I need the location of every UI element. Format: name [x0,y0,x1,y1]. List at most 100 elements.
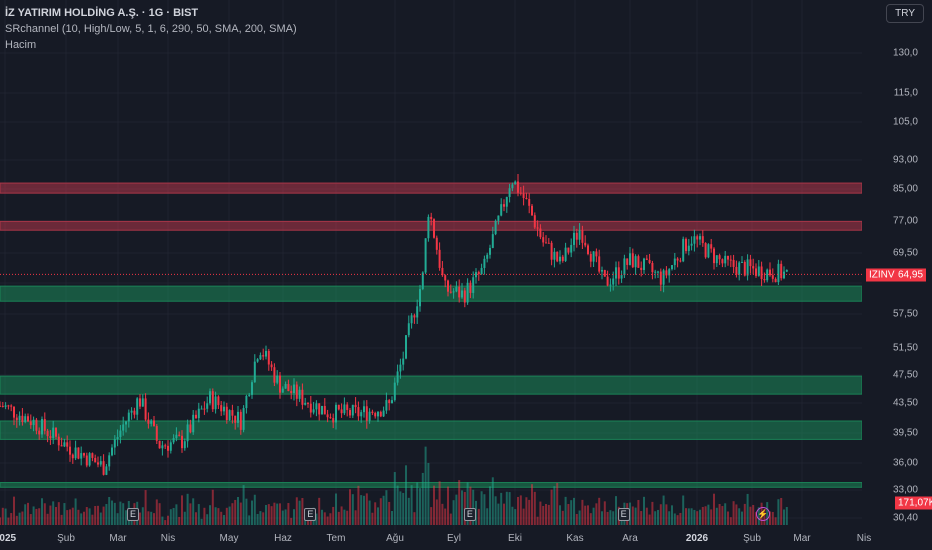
volume-bar [368,500,371,525]
candle-body [592,251,595,262]
volume-bar [270,506,273,525]
candle-body [564,247,567,261]
time-tick: Kas [566,533,584,544]
candle-body [715,255,718,264]
volume-bar [125,510,127,525]
candle-body [150,420,153,424]
volume-tag: 171,07K [895,496,932,510]
volume-bar [553,486,556,525]
volume-bar [97,505,99,525]
volume-bar [648,514,651,525]
earnings-badge[interactable]: E [304,508,317,521]
candle-body [570,244,573,253]
volume-bar [1,507,4,525]
volume-bar [239,502,242,525]
candle-body [346,404,349,410]
candle-body [519,192,522,194]
volume-bar [405,465,407,525]
candle-body [312,409,315,413]
candle-body [18,415,21,421]
price-chart[interactable] [0,0,862,530]
volume-bar [483,494,486,525]
time-tick: Eyl [447,533,461,544]
volume-bar [522,508,525,525]
candle-body [326,414,329,418]
candle-body [528,198,531,206]
candle-body [575,232,578,240]
candle-body [542,237,545,243]
volume-bar [99,512,102,525]
volume-bar [430,507,433,525]
candle-body [609,284,612,286]
volume-bar [704,506,707,525]
volume-bar [631,506,634,525]
volume-bar [475,500,477,525]
earnings-badge[interactable]: E [617,508,630,521]
volume-bar [654,511,657,525]
candle-body [371,411,374,414]
volume-bar [545,503,547,525]
candle-body [391,400,393,404]
currency-button[interactable]: TRY [886,4,924,23]
candle-body [721,259,724,264]
volume-bar [287,503,290,525]
volume-bar [746,493,749,525]
volume-bar [458,480,461,525]
candle-body [489,247,491,255]
candle-body [755,268,757,276]
volume-bar [357,485,360,525]
candle-body [237,411,239,423]
support-zone [0,375,862,395]
candle-body [167,445,169,451]
volume-bar [38,508,41,525]
candle-body [461,290,463,298]
candle-body [192,414,195,433]
candle-body [281,388,284,393]
price-tick: 33,00 [892,484,918,496]
volume-bar [595,503,598,525]
volume-bar [444,508,447,525]
volume-bar [113,502,116,525]
candle-body [374,413,377,417]
volume-bar [531,484,533,525]
volume-bar [29,514,32,525]
volume-bar [612,511,615,525]
candle-body [475,272,477,278]
indicator-label[interactable]: SRchannel (10, High/Low, 5, 1, 6, 290, 5… [5,23,297,35]
volume-bar [668,511,671,525]
volume-bar [662,495,665,525]
volume-bar [685,508,687,525]
volume-bar [407,497,410,525]
candle-body [665,270,668,276]
candle-body [379,411,382,417]
volume-bar [214,507,217,525]
candle-body [186,424,189,442]
candle-body [122,424,125,431]
time-tick: 2025 [0,533,17,544]
earnings-badge[interactable]: E [127,508,140,521]
volume-bar [88,508,91,525]
candle-body [85,455,88,466]
candle-body [189,424,192,433]
volume-bar [472,489,475,525]
candle-body [1,405,4,407]
candle-body [486,254,489,259]
volume-bar [181,495,183,525]
volume-bar [55,507,57,525]
volume-label[interactable]: Hacim [5,39,37,51]
earnings-badge[interactable]: E [463,508,476,521]
symbol-title[interactable]: İZ YATIRIM HOLDİNG A.Ş. · 1G · BIST [5,7,199,19]
candle-body [130,410,133,413]
volume-bar [673,513,676,525]
volume-bar [477,508,480,525]
candle-body [27,416,29,422]
volume-bar [587,505,589,525]
candle-body [536,227,539,229]
volume-bar [144,490,147,525]
lightning-icon[interactable]: ⚡ [756,507,770,521]
candle-body [253,361,256,383]
volume-bar [242,485,245,525]
candle-body [52,427,55,439]
volume-bar [665,504,668,525]
candle-body [444,275,447,281]
